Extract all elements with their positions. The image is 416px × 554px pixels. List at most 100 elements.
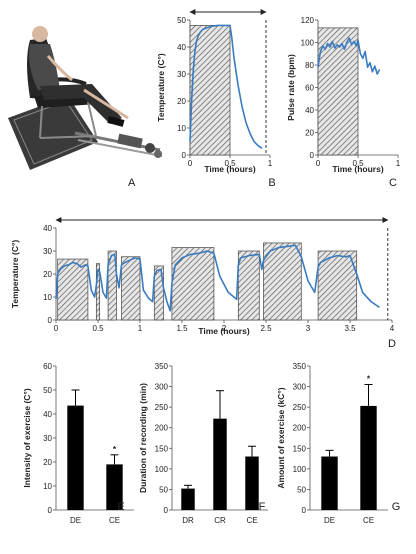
x-tick-label-d: 4 xyxy=(390,324,395,333)
y-tick-label-d: 40 xyxy=(43,224,52,233)
significance-mark-g: * xyxy=(367,374,371,384)
panel-label-g: G xyxy=(392,501,401,513)
x-tick-label-d: 2.5 xyxy=(260,324,272,333)
y-tick-label-e: 20 xyxy=(43,458,52,467)
x-axis-label-c: Time (hours) xyxy=(332,164,383,174)
exercise-bout-d xyxy=(57,258,89,321)
panel-e: 0 10 20 30 40 50 60 Intensity of exercise (C°) D… xyxy=(22,362,134,525)
y-axis-label-e: Intensity of exercise (C°) xyxy=(22,388,32,487)
x-tick-label-d: 1 xyxy=(138,324,143,333)
exercise-bout-d xyxy=(107,250,117,321)
y-tick-label-c: 100 xyxy=(301,39,315,48)
y-tick-label-e: 50 xyxy=(43,386,52,395)
y-tick-label-c: 60 xyxy=(305,84,314,93)
y-tick-label-b: 20 xyxy=(177,97,186,106)
panel-b: 0 10 20 30 40 50 Temperature (C°) 0 0.5 1 Time (ho… xyxy=(156,9,276,189)
x-tick-label-d: 3 xyxy=(306,324,311,333)
panel-label-c: C xyxy=(389,177,397,189)
x-tick-label-d: 2 xyxy=(222,324,227,333)
exercise-bout-d xyxy=(171,247,215,321)
category-label-g: DE xyxy=(324,516,335,525)
y-tick-label-e: 0 xyxy=(48,506,53,515)
bar-g xyxy=(321,456,338,510)
bar-e xyxy=(67,405,84,510)
y-tick-label-f: 200 xyxy=(155,424,169,433)
y-tick-label-b: 30 xyxy=(177,70,186,79)
bar-f xyxy=(245,456,259,510)
x-tick-label-c: 0 xyxy=(316,159,321,168)
y-tick-label-b: 10 xyxy=(177,124,186,133)
panel-label-f: F xyxy=(259,501,266,513)
y-tick-label-f: 100 xyxy=(155,465,169,474)
panel-label-d: D xyxy=(388,338,396,350)
bar-e xyxy=(106,464,123,510)
panel-label-e: E xyxy=(117,501,124,513)
bar-g xyxy=(360,405,377,510)
y-tick-label-c: 40 xyxy=(305,106,314,115)
series-line-b xyxy=(189,24,263,149)
y-tick-label-g: 250 xyxy=(293,403,307,412)
y-tick-label-g: 50 xyxy=(297,485,306,494)
exercise-bout-d xyxy=(237,250,260,321)
y-axis-label-b: Temperature (C°) xyxy=(156,53,166,122)
y-tick-label-g: 150 xyxy=(293,444,307,453)
panel-c: 0 20 40 60 80 100 120 Pulse rate (bpm) 0 0.5 1 Time… xyxy=(286,16,401,189)
y-tick-label-d: 30 xyxy=(43,247,52,256)
exercise-bout-d xyxy=(121,256,141,321)
y-tick-label-f: 350 xyxy=(155,362,169,371)
y-tick-label-c: 80 xyxy=(305,61,314,70)
y-tick-label-b: 40 xyxy=(177,43,186,52)
significance-mark-e: * xyxy=(113,444,117,454)
x-tick-label-b: 1 xyxy=(268,159,273,168)
x-tick-label-c: 0.5 xyxy=(352,159,364,168)
y-tick-label-b: 50 xyxy=(177,16,186,25)
x-axis-label-b: Time (hours) xyxy=(204,164,255,174)
y-tick-label-b: 0 xyxy=(182,151,187,160)
y-axis-label-d: Temperature (C°) xyxy=(10,240,20,309)
series-line-c xyxy=(317,37,381,75)
y-tick-label-e: 10 xyxy=(43,482,52,491)
series-line-d xyxy=(55,244,380,312)
y-tick-label-c: 0 xyxy=(310,151,315,160)
x-axis-label-d: Time (hours) xyxy=(198,326,249,336)
panel-g: 0 50 100 150 200 250 300 350 Amount of exercise … xyxy=(276,362,400,525)
category-label-f: DR xyxy=(182,516,194,525)
bar-f xyxy=(213,418,227,510)
y-tick-label-f: 300 xyxy=(155,383,169,392)
category-label-f: CR xyxy=(214,516,226,525)
y-tick-label-e: 30 xyxy=(43,434,52,443)
x-tick-label-d: 0 xyxy=(54,324,59,333)
person-seated-icon xyxy=(29,26,129,127)
y-axis-label-c: Pulse rate (bpm) xyxy=(286,54,296,121)
panel-label-a: A xyxy=(128,177,136,189)
y-tick-label-g: 350 xyxy=(293,362,307,371)
x-tick-label-d: 1.5 xyxy=(176,324,188,333)
y-tick-label-g: 300 xyxy=(293,383,307,392)
panel-f: 0 50 100 150 200 250 300 350 Duration of recordi… xyxy=(138,362,268,525)
y-tick-label-g: 200 xyxy=(293,424,307,433)
category-label-f: CE xyxy=(246,516,257,525)
pedal-exerciser-icon xyxy=(8,96,163,170)
y-tick-label-d: 0 xyxy=(48,316,53,325)
x-tick-label-b: 0.5 xyxy=(224,159,236,168)
panel-a-illustration xyxy=(8,26,163,170)
x-tick-label-b: 0 xyxy=(188,159,193,168)
category-label-e: DE xyxy=(70,516,81,525)
y-tick-label-e: 60 xyxy=(43,362,52,371)
bar-f xyxy=(181,488,195,510)
panel-d: 0 10 20 30 40 Temperature (C°) 0 0.5 1 1.5 2 2.5 3 3.… xyxy=(10,217,396,350)
y-axis-label-f: Duration of recording (min) xyxy=(138,383,148,493)
y-tick-label-g: 100 xyxy=(293,465,307,474)
exercise-bout-d xyxy=(263,242,302,321)
category-label-e: CE xyxy=(109,516,120,525)
y-tick-label-d: 20 xyxy=(43,270,52,279)
y-tick-label-c: 20 xyxy=(305,129,314,138)
y-axis-label-g: Amount of exercise (kC°) xyxy=(276,387,286,488)
y-tick-label-g: 0 xyxy=(302,506,307,515)
y-tick-label-c: 120 xyxy=(301,16,315,25)
panel-label-b: B xyxy=(268,177,275,189)
y-tick-label-d: 10 xyxy=(43,293,52,302)
y-tick-label-e: 40 xyxy=(43,410,52,419)
y-tick-label-f: 150 xyxy=(155,444,169,453)
